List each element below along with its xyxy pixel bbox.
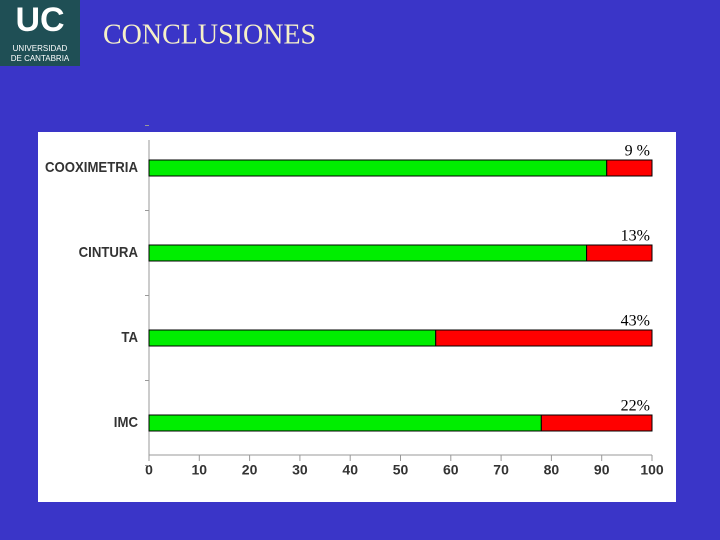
x-tick-label: 90 [594, 462, 610, 478]
y-tick-label: IMC [114, 413, 138, 430]
logo-line: UNIVERSIDAD [13, 44, 68, 53]
y-tick-label: CINTURA [79, 243, 138, 260]
chart-panel [38, 132, 676, 502]
bar [586, 244, 653, 262]
logo-line: DE CANTABRIA [11, 54, 70, 63]
x-tick-label: 60 [443, 462, 459, 478]
x-tick-label: 10 [192, 462, 208, 478]
logo-mark: UC [15, 1, 64, 39]
x-tick-label: 80 [544, 462, 560, 478]
value-label: 22% [621, 398, 650, 415]
bar [148, 414, 542, 432]
bar [148, 159, 608, 177]
x-tick-label: 40 [342, 462, 358, 478]
value-label: 13% [621, 228, 650, 245]
value-label: 9 % [625, 143, 650, 160]
x-tick-label: 20 [242, 462, 258, 478]
x-tick-label: 70 [493, 462, 509, 478]
bar [148, 329, 437, 347]
x-tick-label: 50 [393, 462, 409, 478]
logo [0, 0, 80, 66]
x-tick-label: 0 [145, 462, 153, 478]
bar [435, 329, 653, 347]
bar [540, 414, 653, 432]
y-tick-label: COOXIMETRIA [45, 158, 138, 175]
value-label: 43% [621, 313, 650, 330]
bar [606, 159, 653, 177]
bar [148, 244, 588, 262]
y-tick-label: TA [121, 328, 138, 345]
x-tick-label: 100 [640, 462, 664, 478]
x-tick-label: 30 [292, 462, 308, 478]
slide-title: CONCLUSIONES [103, 19, 316, 50]
